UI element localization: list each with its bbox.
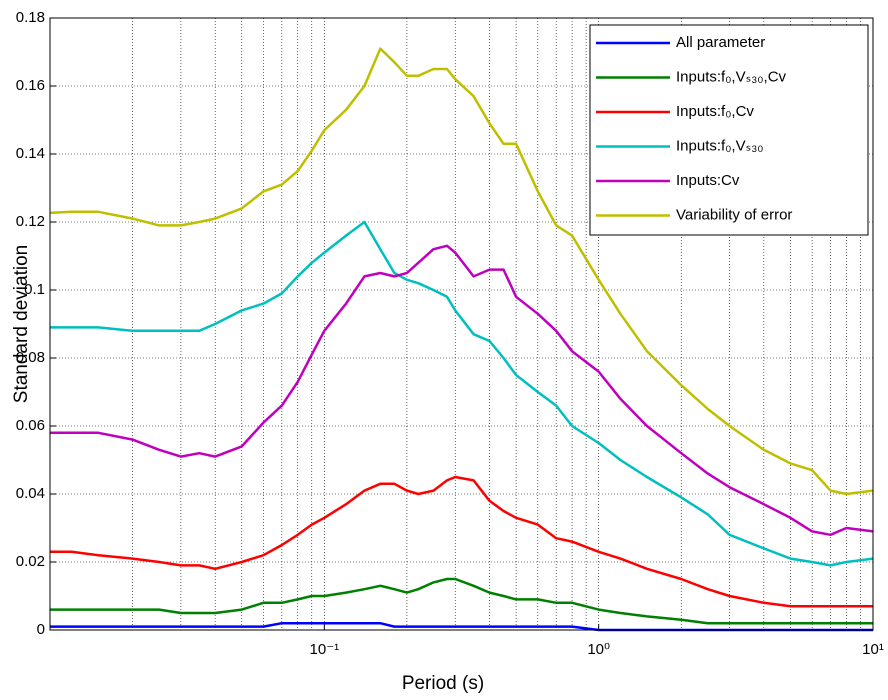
line-series (50, 577, 873, 625)
y-tick-label: 0.08 (16, 349, 45, 366)
line-series (50, 475, 873, 608)
x-tick-label: 10⁻¹ (310, 641, 340, 658)
legend-label: Inputs:f₀,Cv (676, 103, 754, 120)
x-tick-label: 10¹ (862, 641, 884, 658)
line-series (50, 244, 874, 537)
legend-label: All parameter (676, 34, 765, 51)
legend-label: Inputs:Cv (676, 172, 740, 189)
legend-box (589, 24, 869, 236)
x-tick-label: 10⁰ (587, 641, 610, 658)
y-tick-label: 0.04 (16, 485, 45, 502)
line-series (50, 220, 874, 567)
y-tick-label: 0.02 (16, 553, 45, 570)
y-tick-label: 0 (37, 621, 45, 638)
y-tick-label: 0.1 (24, 281, 45, 298)
y-axis-label: Standard deviation (11, 245, 32, 403)
y-tick-label: 0.06 (16, 417, 45, 434)
y-tick-label: 0.14 (16, 145, 45, 162)
legend-label: Inputs:f₀,Vₛ₃₀ (676, 137, 764, 154)
line-series (49, 47, 874, 496)
x-axis-label: Period (s) (402, 673, 484, 694)
y-tick-label: 0.16 (16, 77, 45, 94)
y-tick-label: 0.18 (16, 9, 45, 26)
y-tick-label: 0.12 (16, 213, 45, 230)
plot-frame (49, 17, 874, 631)
legend-label: Variability of error (676, 206, 792, 223)
legend-label: Inputs:f₀,Vₛ₃₀,Cv (676, 68, 787, 85)
